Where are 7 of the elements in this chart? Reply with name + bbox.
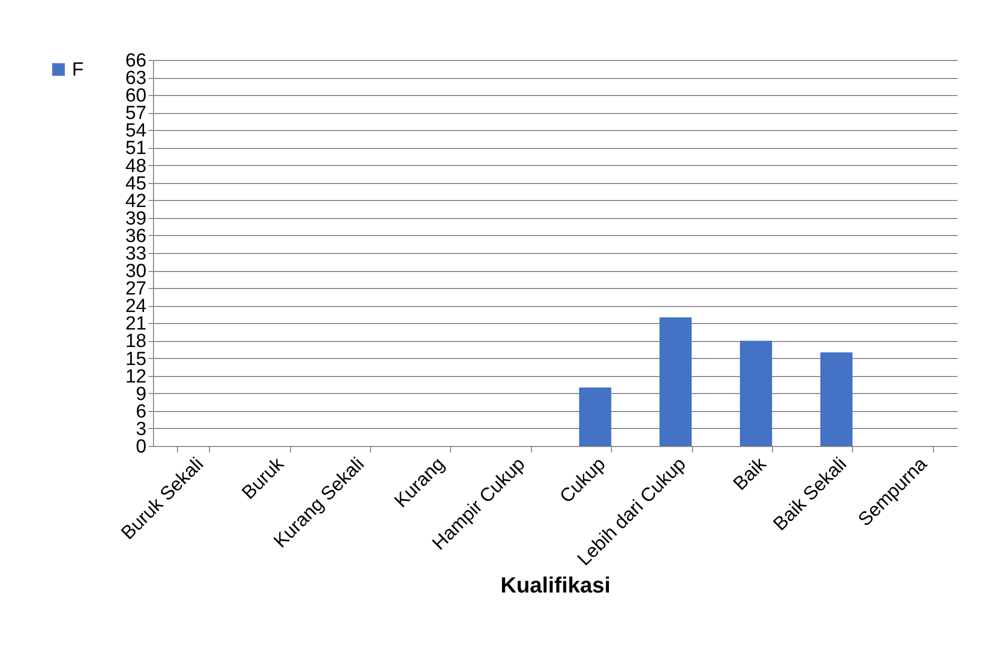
x-axis-title: Kualifikasi <box>500 572 611 598</box>
bar <box>579 388 612 446</box>
bar <box>740 340 772 446</box>
bar <box>660 317 692 446</box>
legend-label: F <box>72 60 84 80</box>
x-tick-label: Baik <box>730 453 771 495</box>
bar <box>820 352 852 446</box>
